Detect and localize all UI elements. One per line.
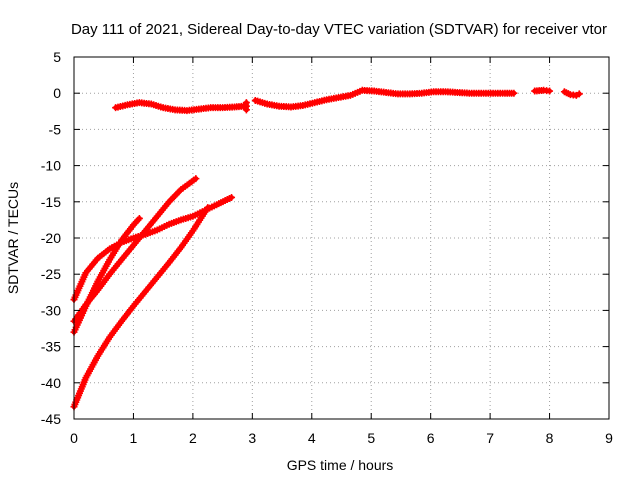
x-tick-label: 0	[70, 430, 78, 446]
data-point	[575, 90, 583, 98]
y-tick-label: 5	[53, 49, 61, 65]
y-tick-label: -30	[41, 302, 61, 318]
y-tick-label: -35	[41, 339, 61, 355]
data-point	[546, 87, 554, 95]
x-tick-label: 6	[427, 430, 435, 446]
y-axis-label: SDTVAR / TECUs	[5, 182, 21, 294]
y-tick-label: -5	[49, 121, 62, 137]
x-tick-label: 4	[308, 430, 316, 446]
data-point	[135, 214, 143, 222]
y-tick-label: -10	[41, 158, 61, 174]
y-tick-label: -25	[41, 266, 61, 282]
y-tick-label: 0	[53, 85, 61, 101]
data-point	[510, 89, 518, 97]
x-tick-label: 3	[248, 430, 256, 446]
axis-ticks	[73, 56, 610, 420]
y-tick-label: -40	[41, 375, 61, 391]
grid	[74, 57, 609, 419]
chart-title: Day 111 of 2021, Sidereal Day-to-day VTE…	[71, 21, 607, 38]
x-tick-label: 7	[486, 430, 494, 446]
x-tick-label: 5	[367, 430, 375, 446]
data-point	[204, 204, 212, 212]
y-tick-label: -15	[41, 194, 61, 210]
x-tick-label: 9	[605, 430, 613, 446]
data-points	[70, 86, 583, 411]
x-axis-label: GPS time / hours	[287, 457, 394, 473]
data-point	[192, 175, 200, 183]
y-tick-label: -20	[41, 230, 61, 246]
x-tick-label: 1	[130, 430, 138, 446]
x-tick-label: 8	[546, 430, 554, 446]
x-tick-label: 2	[189, 430, 197, 446]
y-tick-label: -45	[41, 411, 61, 427]
data-point	[242, 106, 250, 114]
data-point	[228, 193, 236, 201]
tick-labels: 0 1 2 3 4 5 6 7 8 9 5 0 -5 -10 -15 -20 -25 -30 -35 -40 -45	[41, 49, 613, 446]
